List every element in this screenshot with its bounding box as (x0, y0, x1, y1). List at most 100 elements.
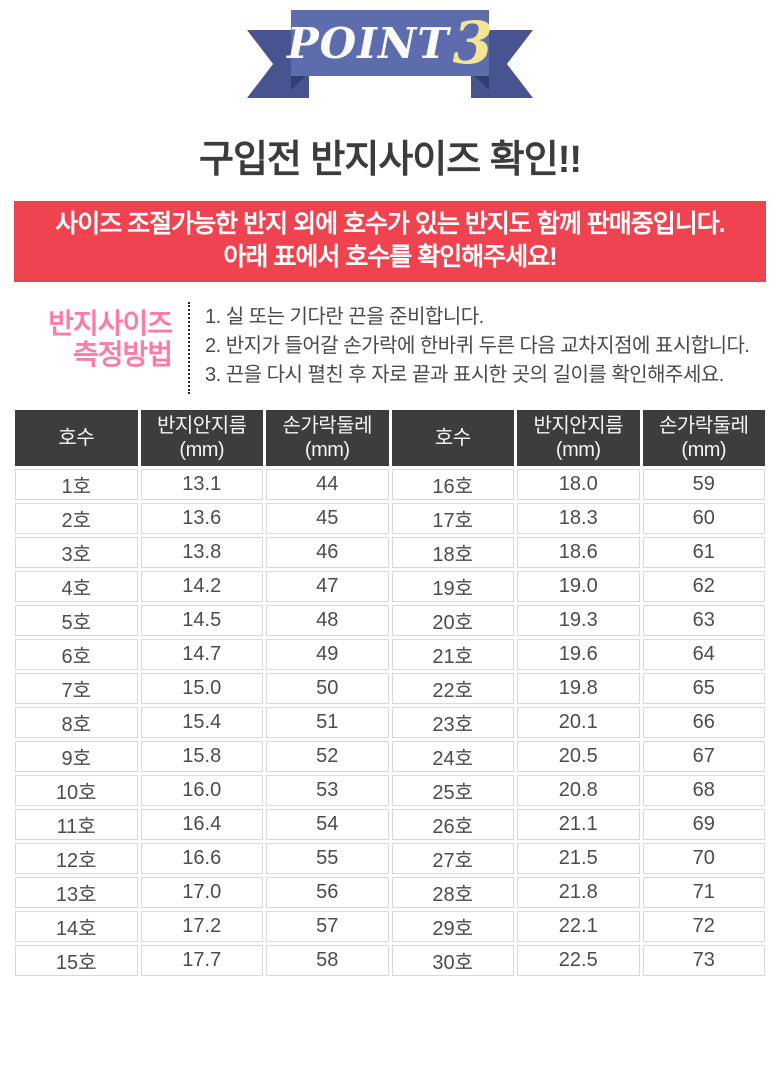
size-cell: 61 (642, 537, 765, 568)
size-cell: 13호 (15, 877, 138, 908)
size-cell: 21.8 (517, 877, 640, 908)
method-step-2: 2. 반지가 들어갈 손가락에 한바퀴 두른 다음 교차지점에 표시합니다. (205, 335, 750, 357)
table-row: 10호 16.0 53 25호 20.8 68 (15, 775, 765, 806)
table-row: 9호 15.8 52 24호 20.5 67 (15, 741, 765, 772)
size-cell: 48 (266, 605, 389, 636)
size-cell: 17.7 (140, 945, 263, 976)
table-row: 12호 16.6 55 27호 21.5 70 (15, 843, 765, 874)
ribbon-band: POINT 3 (287, 10, 493, 76)
notice-banner: 사이즈 조절가능한 반지 외에 호수가 있는 반지도 함께 판매중입니다. 아래… (14, 201, 766, 282)
table-row: 3호 13.8 46 18호 18.6 61 (15, 537, 765, 568)
size-cell: 56 (266, 877, 389, 908)
size-cell: 44 (266, 469, 389, 500)
size-table-head: 호수 반지안지름 (mm) 손가락둘레 (mm) 호수 반지안지름 (mm) 손… (15, 410, 765, 466)
size-cell: 16.0 (140, 775, 263, 806)
size-cell: 45 (266, 503, 389, 534)
size-cell: 22.5 (517, 945, 640, 976)
size-cell: 22.1 (517, 911, 640, 942)
size-cell: 69 (642, 809, 765, 840)
size-cell: 68 (642, 775, 765, 806)
method-step-1: 1. 실 또는 기다란 끈을 준비합니다. (205, 306, 484, 328)
table-row: 14호 17.2 57 29호 22.1 72 (15, 911, 765, 942)
size-cell: 19.8 (517, 673, 640, 704)
size-cell: 19.6 (517, 639, 640, 670)
size-cell: 18.6 (517, 537, 640, 568)
size-cell: 8호 (15, 707, 138, 738)
size-cell: 20.1 (517, 707, 640, 738)
size-cell: 11호 (15, 809, 138, 840)
header-cell-inner-diameter-right: 반지안지름 (mm) (517, 410, 640, 466)
notice-line-1: 사이즈 조절가능한 반지 외에 호수가 있는 반지도 함께 판매중입니다. (55, 210, 726, 238)
size-cell: 23호 (391, 707, 514, 738)
notice-line-2: 아래 표에서 호수를 확인해주세요! (223, 243, 557, 271)
table-row: 7호 15.0 50 22호 19.8 65 (15, 673, 765, 704)
ring-size-table: 호수 반지안지름 (mm) 손가락둘레 (mm) 호수 반지안지름 (mm) 손… (12, 407, 768, 979)
size-cell: 71 (642, 877, 765, 908)
size-cell: 26호 (391, 809, 514, 840)
dotted-divider (188, 302, 190, 394)
size-cell: 50 (266, 673, 389, 704)
size-cell: 73 (642, 945, 765, 976)
size-cell: 13.1 (140, 469, 263, 500)
size-cell: 14.5 (140, 605, 263, 636)
size-cell: 52 (266, 741, 389, 772)
size-cell: 22호 (391, 673, 514, 704)
size-cell: 13.6 (140, 503, 263, 534)
size-cell: 15.8 (140, 741, 263, 772)
size-cell: 20.8 (517, 775, 640, 806)
header-row: 호수 반지안지름 (mm) 손가락둘레 (mm) 호수 반지안지름 (mm) 손… (15, 410, 765, 466)
table-row: 15호 17.7 58 30호 22.5 73 (15, 945, 765, 976)
size-cell: 64 (642, 639, 765, 670)
size-cell: 15호 (15, 945, 138, 976)
size-cell: 16호 (391, 469, 514, 500)
size-cell: 19.0 (517, 571, 640, 602)
size-cell: 20.5 (517, 741, 640, 772)
size-cell: 29호 (391, 911, 514, 942)
ribbon-word: POINT (287, 18, 450, 68)
table-row: 2호 13.6 45 17호 18.3 60 (15, 503, 765, 534)
size-cell: 10호 (15, 775, 138, 806)
size-cell: 63 (642, 605, 765, 636)
size-cell: 18호 (391, 537, 514, 568)
table-row: 1호 13.1 44 16호 18.0 59 (15, 469, 765, 500)
size-cell: 59 (642, 469, 765, 500)
size-cell: 28호 (391, 877, 514, 908)
size-cell: 19호 (391, 571, 514, 602)
size-cell: 18.3 (517, 503, 640, 534)
measuring-method-section: 반지사이즈 측정방법 1. 실 또는 기다란 끈을 준비합니다. 2. 반지가 … (28, 302, 752, 394)
method-steps-list: 1. 실 또는 기다란 끈을 준비합니다. 2. 반지가 들어갈 손가락에 한바… (190, 302, 750, 394)
size-cell: 21호 (391, 639, 514, 670)
size-cell: 25호 (391, 775, 514, 806)
method-title: 반지사이즈 측정방법 (28, 302, 188, 394)
size-cell: 18.0 (517, 469, 640, 500)
header-cell-hosu-right: 호수 (391, 410, 514, 466)
size-cell: 19.3 (517, 605, 640, 636)
header-cell-finger-circumference-right: 손가락둘레 (mm) (642, 410, 765, 466)
size-cell: 47 (266, 571, 389, 602)
size-cell: 2호 (15, 503, 138, 534)
size-cell: 9호 (15, 741, 138, 772)
size-cell: 13.8 (140, 537, 263, 568)
size-cell: 72 (642, 911, 765, 942)
size-table-body: 1호 13.1 44 16호 18.0 59 2호 13.6 45 17호 18.3 60 3호 13.8… (15, 469, 765, 976)
size-cell: 66 (642, 707, 765, 738)
size-cell: 21.1 (517, 809, 640, 840)
table-row: 8호 15.4 51 23호 20.1 66 (15, 707, 765, 738)
size-cell: 62 (642, 571, 765, 602)
size-cell: 53 (266, 775, 389, 806)
table-row: 6호 14.7 49 21호 19.6 64 (15, 639, 765, 670)
size-cell: 27호 (391, 843, 514, 874)
method-title-line-1: 반지사이즈 (48, 308, 173, 339)
size-cell: 17.2 (140, 911, 263, 942)
size-cell: 14.7 (140, 639, 263, 670)
size-cell: 15.0 (140, 673, 263, 704)
size-cell: 70 (642, 843, 765, 874)
size-cell: 24호 (391, 741, 514, 772)
size-cell: 16.4 (140, 809, 263, 840)
ribbon-number: 3 (452, 9, 493, 77)
size-cell: 7호 (15, 673, 138, 704)
size-cell: 3호 (15, 537, 138, 568)
size-cell: 30호 (391, 945, 514, 976)
size-cell: 54 (266, 809, 389, 840)
size-cell: 65 (642, 673, 765, 704)
